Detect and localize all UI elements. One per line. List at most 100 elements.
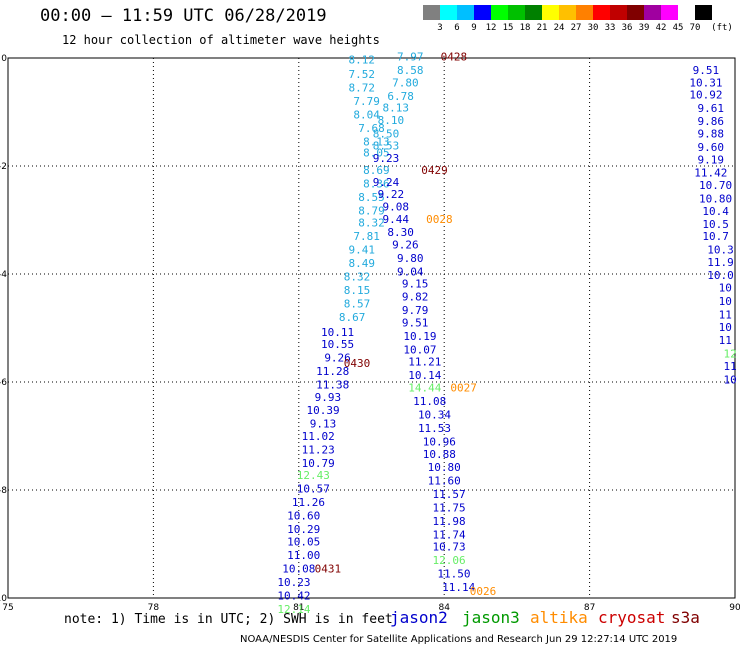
wave-height-value: 11.60 xyxy=(428,474,461,487)
pass-label: 0028 xyxy=(426,213,453,226)
x-tick-label: 81 xyxy=(293,603,304,613)
legend-swatch xyxy=(559,5,576,20)
wave-height-value: 11.00 xyxy=(287,549,320,562)
wave-height-value: 11.74 xyxy=(432,528,465,541)
wave-height-value: 8.79 xyxy=(358,204,385,217)
pass-label: 0429 xyxy=(421,164,448,177)
wave-height-value: 10.4 xyxy=(702,205,729,218)
wave-height-value: 10.07 xyxy=(403,344,436,357)
legend-swatch xyxy=(695,5,712,20)
legend-label: 18 xyxy=(519,23,531,33)
wave-height-value: 10.79 xyxy=(302,457,335,470)
wave-height-value: 7.81 xyxy=(353,230,380,243)
wave-height-value: 10.80 xyxy=(699,192,732,205)
legend-label: 3 xyxy=(437,23,443,33)
satellite-name-altika: altika xyxy=(530,608,588,627)
wave-height-value: 8.32 xyxy=(358,217,385,230)
wave-height-value: 10.39 xyxy=(306,404,339,417)
wave-height-value: 10 xyxy=(719,321,732,334)
satellite-name-jason2: jason2 xyxy=(390,608,448,627)
y-tick-label: -2 xyxy=(0,162,7,172)
wave-height-value: 9.86 xyxy=(698,115,725,128)
wave-height-value: 10.88 xyxy=(423,448,456,461)
legend-label: 45 xyxy=(672,23,684,33)
wave-height-value: 9.93 xyxy=(315,391,342,404)
wave-height-value: 8.72 xyxy=(349,82,376,95)
wave-height-value: 11.14 xyxy=(442,581,475,594)
wave-height-value: 9.41 xyxy=(349,244,376,257)
wave-height-value: 11 xyxy=(724,360,737,373)
wave-height-value: 9.04 xyxy=(397,265,424,278)
legend-swatch xyxy=(525,5,542,20)
wave-height-value: 8.04 xyxy=(353,109,380,122)
wave-height-value: 8.36 xyxy=(363,177,390,190)
x-tick-label: 84 xyxy=(438,603,450,613)
legend-swatch xyxy=(440,5,457,20)
wave-height-value: 12 xyxy=(724,347,737,360)
wave-height-value: 9.26 xyxy=(392,238,419,251)
y-tick-label: -4 xyxy=(0,270,7,280)
legend-swatch xyxy=(576,5,593,20)
wave-height-value: 8.05 xyxy=(363,147,390,160)
page-title: 00:00 – 11:59 UTC 06/28/2019 xyxy=(40,6,327,26)
wave-height-value: 10.80 xyxy=(428,461,461,474)
y-tick-label: 0 xyxy=(1,54,7,64)
legend-swatch xyxy=(644,5,661,20)
wave-height-value: 10.42 xyxy=(277,589,310,602)
wave-height-value: 7.80 xyxy=(392,76,419,89)
wave-height-value: 8.32 xyxy=(344,271,371,284)
pass-label: 0026 xyxy=(470,585,497,598)
wave-height-value: 10.31 xyxy=(689,76,722,89)
wave-height-value: 10.73 xyxy=(432,541,465,554)
wave-height-value: 11.38 xyxy=(316,379,349,392)
wave-height-value: 8.58 xyxy=(397,64,424,77)
satellite-name-cryosat: cryosat xyxy=(598,608,666,627)
wave-height-value: 8.67 xyxy=(339,311,366,324)
x-tick-label: 90 xyxy=(729,603,740,613)
page-subtitle: 12 hour collection of altimeter wave hei… xyxy=(62,33,380,47)
satellite-name-s3a: s3a xyxy=(671,608,700,627)
x-tick-label: 75 xyxy=(2,603,13,613)
wave-height-value: 10.3 xyxy=(707,244,734,257)
map-grid xyxy=(7,57,736,599)
wave-height-value: 9.24 xyxy=(373,176,400,189)
wave-height-value: 11.50 xyxy=(437,568,470,581)
legend-swatch xyxy=(661,5,678,20)
wave-height-value: 6.78 xyxy=(387,90,414,103)
legend-swatch xyxy=(474,5,491,20)
wave-height-value: 8.49 xyxy=(349,257,376,270)
wave-height-value: 12.14 xyxy=(277,603,310,616)
wave-height-value: 10.05 xyxy=(287,535,320,548)
legend-swatch xyxy=(423,5,440,20)
pass-label: 0428 xyxy=(441,50,468,63)
wave-height-value: 9.08 xyxy=(382,201,409,214)
wave-height-value: 11.57 xyxy=(432,488,465,501)
wave-height-value: 11 xyxy=(719,334,732,347)
wave-height-value: 14.44 xyxy=(408,381,441,394)
wave-height-value: 8.15 xyxy=(344,284,371,297)
pass-label: 0430 xyxy=(344,357,371,370)
wave-height-value: 11.28 xyxy=(316,365,349,378)
wave-height-value: 9.22 xyxy=(378,188,405,201)
legend-swatch xyxy=(491,5,508,20)
y-tick-label: -8 xyxy=(0,486,7,496)
legend-label: 36 xyxy=(621,23,633,33)
wave-height-value: 9.82 xyxy=(402,291,429,304)
wave-height-value: 8.13 xyxy=(382,102,409,115)
axis-labels: 75 78 81 84 87 90 0 -2 -4 -6 -8 -10 xyxy=(0,54,740,613)
legend-swatch xyxy=(627,5,644,20)
wave-height-value: 8.57 xyxy=(344,298,371,311)
map-frame xyxy=(7,57,736,599)
wave-height-value: 10.70 xyxy=(699,179,732,192)
legend-label: 6 xyxy=(454,23,460,33)
pass-label: 0027 xyxy=(450,381,477,394)
wave-height-value: 9.51 xyxy=(402,317,429,330)
legend-swatch xyxy=(542,5,559,20)
wave-height-value: 11.23 xyxy=(302,444,335,457)
wave-height-value: 8.53 xyxy=(373,139,400,152)
wave-height-value: 7.68 xyxy=(358,122,385,135)
wave-height-value: 8.69 xyxy=(363,164,390,177)
wave-height-value: 11.9 xyxy=(707,256,734,269)
legend-label: 15 xyxy=(502,23,514,33)
legend-swatch xyxy=(457,5,474,20)
